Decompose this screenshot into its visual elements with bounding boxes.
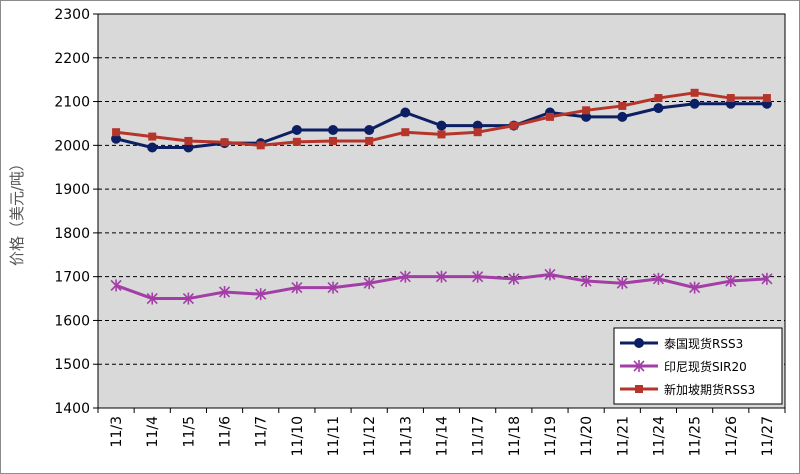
y-axis-ticks: 1400 1500 1600 1700 1800 1900 2000 2100 2200 2300 <box>54 7 98 417</box>
y-tick-label: 2300 <box>54 7 90 23</box>
data-point <box>400 107 411 118</box>
data-point <box>401 128 410 137</box>
data-point <box>617 111 628 122</box>
x-tick-label: 11/10 <box>290 416 306 456</box>
legend-item: 印尼现货SIR20 <box>620 359 747 374</box>
data-point <box>473 128 482 137</box>
x-tick-label: 11/19 <box>543 416 559 456</box>
series-2 <box>110 268 773 305</box>
y-tick-label: 1600 <box>54 313 90 329</box>
data-point <box>509 121 518 130</box>
data-point <box>148 132 157 141</box>
data-point <box>327 281 339 294</box>
x-tick-label: 11/4 <box>145 416 161 448</box>
x-tick-label: 11/17 <box>471 416 487 456</box>
data-point <box>618 101 627 110</box>
data-point <box>633 360 645 372</box>
legend-label: 泰国现货RSS3 <box>664 336 743 351</box>
data-point <box>761 272 773 285</box>
data-point <box>544 268 556 281</box>
x-tick-label: 11/12 <box>362 416 378 456</box>
x-tick-label: 11/25 <box>688 416 704 456</box>
y-tick-label: 1800 <box>54 226 90 242</box>
x-tick-label: 11/11 <box>326 416 342 456</box>
x-tick-label: 11/3 <box>109 416 125 447</box>
y-tick-label: 1500 <box>54 357 90 373</box>
data-point <box>112 128 121 137</box>
data-point <box>291 281 303 294</box>
y-tick-label: 1900 <box>54 182 90 198</box>
data-point <box>634 338 644 348</box>
x-tick-label: 11/6 <box>218 416 234 448</box>
data-point <box>635 385 643 393</box>
data-point <box>399 270 411 283</box>
data-point <box>689 281 701 294</box>
data-point <box>652 272 665 285</box>
data-point <box>364 125 375 136</box>
x-tick-label: 11/5 <box>181 416 197 447</box>
y-tick-label: 2200 <box>54 51 90 67</box>
data-point <box>582 106 591 115</box>
data-point <box>329 136 338 145</box>
data-point <box>256 141 265 150</box>
data-point <box>255 288 267 301</box>
data-point <box>508 272 520 285</box>
x-tick-label: 11/13 <box>398 416 414 456</box>
gridlines <box>98 57 785 365</box>
data-point <box>184 136 193 145</box>
legend: 泰国现货RSS3 印尼现货SIR20 新加坡期货RSS3 <box>613 327 783 405</box>
series-3 <box>112 88 771 150</box>
data-point <box>545 112 554 121</box>
data-point <box>725 275 737 288</box>
data-point <box>435 270 448 283</box>
x-tick-label: 11/27 <box>760 416 776 456</box>
data-point <box>147 142 158 153</box>
series-layer <box>110 88 773 305</box>
data-point <box>110 279 122 292</box>
x-tick-label: 11/21 <box>615 416 631 456</box>
legend-item: 泰国现货RSS3 <box>620 336 743 351</box>
data-point <box>291 125 302 136</box>
x-tick-label: 11/18 <box>507 416 523 456</box>
data-point <box>616 277 628 290</box>
data-point <box>436 120 447 131</box>
series-1 <box>111 98 772 153</box>
data-point <box>653 103 664 114</box>
legend-label: 新加坡期货RSS3 <box>664 382 755 397</box>
data-point <box>654 94 663 103</box>
legend-item: 新加坡期货RSS3 <box>620 382 755 397</box>
x-tick-label: 11/20 <box>579 416 595 456</box>
x-tick-label: 11/7 <box>254 416 270 447</box>
data-point <box>146 292 158 305</box>
y-tick-label: 1700 <box>54 270 90 286</box>
data-point <box>182 292 194 305</box>
data-point <box>690 88 699 97</box>
y-axis-label: 价格（美元/吨） <box>8 156 26 266</box>
y-tick-label: 1400 <box>54 401 90 417</box>
x-axis-ticks: 11/3 11/4 11/5 11/6 11/7 11/10 11/11 11/12 11/13… <box>97 408 786 456</box>
data-point <box>363 277 375 290</box>
data-point <box>218 285 231 298</box>
x-tick-label: 11/26 <box>724 416 740 456</box>
data-point <box>762 94 771 103</box>
legend-label: 印尼现货SIR20 <box>664 359 747 374</box>
data-point <box>220 138 229 147</box>
data-point <box>472 270 484 283</box>
x-tick-label: 11/24 <box>651 416 667 456</box>
x-tick-label: 11/14 <box>435 416 451 456</box>
data-point <box>726 94 735 103</box>
y-tick-label: 2100 <box>54 95 90 111</box>
data-point <box>580 275 592 288</box>
y-tick-label: 2000 <box>54 138 90 154</box>
data-point <box>689 98 700 109</box>
data-point <box>437 130 446 139</box>
data-point <box>328 125 339 136</box>
data-point <box>292 137 301 146</box>
data-point <box>365 136 374 145</box>
